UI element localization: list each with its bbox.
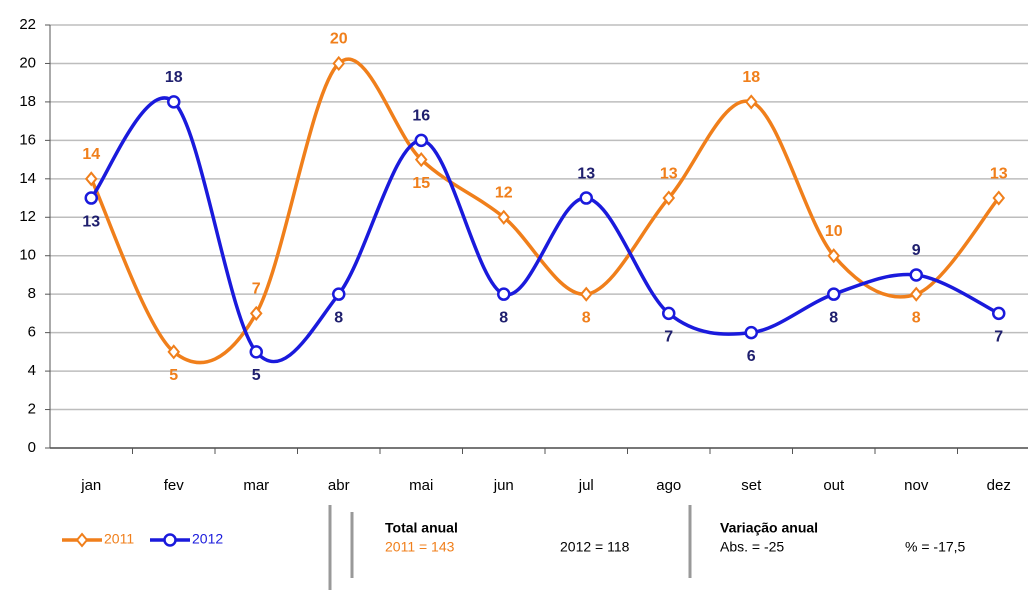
x-tick-label: set (741, 477, 762, 494)
x-tick-label: ago (656, 477, 681, 494)
data-label: 20 (330, 31, 348, 48)
data-label: 8 (582, 309, 591, 326)
data-label: 13 (660, 165, 678, 182)
x-tick-label: jan (80, 477, 101, 494)
footer-text: Abs. = -25 (720, 539, 784, 555)
y-tick-label: 10 (19, 247, 36, 264)
y-tick-label: 2 (28, 401, 36, 418)
point (163, 533, 177, 547)
point (332, 287, 346, 301)
y-tick-label: 12 (19, 208, 36, 225)
x-tick-label: jun (493, 477, 514, 494)
data-label: 7 (664, 329, 673, 346)
data-label: 15 (412, 175, 430, 192)
footer-text: 2012 = 118 (560, 539, 630, 555)
point (249, 345, 263, 359)
point (167, 344, 181, 360)
data-label: 5 (252, 367, 261, 384)
data-label: 16 (412, 108, 430, 125)
series-line (89, 57, 1001, 365)
point (84, 191, 98, 205)
point (579, 286, 593, 302)
footer-text: % = -17,5 (905, 539, 966, 555)
data-label: 9 (912, 242, 921, 259)
x-tick-label: dez (987, 477, 1011, 494)
data-label: 12 (495, 184, 513, 201)
data-label: 8 (829, 309, 838, 326)
y-tick-label: 14 (19, 170, 36, 187)
point (662, 306, 676, 321)
y-tick-label: 18 (19, 93, 36, 110)
point (992, 190, 1006, 206)
point (497, 287, 511, 301)
point (497, 209, 511, 225)
legend-label: 2012 (192, 531, 223, 547)
y-tick-label: 20 (19, 54, 36, 71)
data-label: 8 (912, 309, 921, 326)
data-label: 10 (825, 223, 843, 240)
data-label: 6 (747, 348, 756, 365)
data-label: 18 (742, 69, 760, 86)
point (827, 248, 841, 264)
y-tick-label: 22 (19, 16, 36, 33)
y-tick-label: 0 (28, 439, 36, 456)
point (662, 190, 676, 206)
point (827, 287, 841, 301)
x-tick-label: abr (328, 477, 350, 494)
point (909, 286, 923, 302)
point (992, 306, 1006, 321)
point (84, 171, 98, 187)
data-label: 8 (334, 309, 343, 326)
point (167, 95, 181, 109)
footer-text: 2011 = 143 (385, 539, 455, 555)
point (414, 152, 428, 168)
point (75, 532, 89, 548)
x-tick-label: nov (904, 477, 929, 494)
point (579, 191, 593, 205)
data-label: 14 (82, 146, 100, 163)
series-line (89, 96, 1000, 364)
data-label: 13 (577, 165, 595, 182)
x-tick-label: jul (578, 477, 594, 494)
point (744, 94, 758, 110)
x-tick-label: out (823, 477, 845, 494)
point (249, 305, 263, 321)
footer-title: Total anual (385, 520, 458, 536)
y-tick-label: 16 (19, 131, 36, 148)
x-tick-label: fev (164, 477, 185, 494)
legend-label: 2011 (104, 531, 134, 547)
point (909, 268, 923, 282)
x-tick-label: mai (409, 477, 433, 494)
data-label: 13 (990, 165, 1008, 182)
y-tick-label: 6 (28, 324, 36, 341)
data-label: 8 (499, 309, 508, 326)
x-tick-label: mar (243, 477, 269, 494)
footer-title: Variação anual (720, 520, 818, 536)
point (332, 55, 346, 72)
data-label: 13 (82, 213, 100, 230)
data-label: 5 (169, 367, 178, 384)
point (744, 325, 758, 340)
y-tick-label: 8 (28, 285, 36, 302)
data-label: 18 (165, 69, 183, 86)
point (414, 133, 428, 148)
y-tick-label: 4 (28, 362, 36, 379)
data-label: 7 (252, 281, 261, 298)
data-label: 7 (994, 329, 1003, 346)
